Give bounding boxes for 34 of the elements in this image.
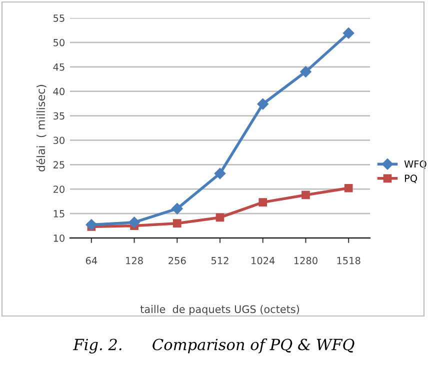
y-tick-label: 15 (54, 210, 64, 218)
x-tick-label: 1280 (294, 256, 318, 264)
y-tick-label: 45 (53, 63, 64, 71)
x-tick-label: 256 (168, 256, 186, 264)
x-axis-title: taille de paquets UGS (octets) (140, 305, 300, 316)
point (300, 66, 312, 78)
y-tick-label: 30 (54, 136, 64, 144)
y-tick-label: 50 (54, 38, 64, 46)
y-tick-label: 55 (54, 14, 64, 22)
y-tick-label: 20 (53, 186, 64, 193)
point (257, 98, 268, 110)
y-tick-label: 25 (53, 161, 64, 168)
point (172, 203, 183, 214)
point (302, 190, 310, 200)
x-tick-label: 1518 (337, 256, 360, 264)
point (172, 219, 182, 228)
x-tick-label: 64 (86, 256, 98, 264)
legend-label: WFQ (404, 160, 426, 169)
point (216, 213, 224, 222)
point (342, 28, 354, 39)
y-axis-title: délai ( millisec) (36, 84, 46, 172)
y-tick-label: 40 (53, 88, 64, 96)
caption: Fig. 2. Comparison of PQ & WFQ (73, 338, 354, 354)
point (128, 216, 140, 228)
point (86, 219, 98, 230)
x-tick-label: 512 (211, 256, 228, 264)
point (214, 168, 226, 180)
point (344, 184, 353, 192)
legend-label: PQ (404, 174, 417, 184)
x-tick-label: 1024 (252, 256, 275, 264)
x-tick-label: 128 (126, 256, 143, 264)
y-tick-label: 10 (54, 234, 64, 242)
point (258, 198, 268, 206)
y-tick-label: 35 (54, 112, 64, 120)
